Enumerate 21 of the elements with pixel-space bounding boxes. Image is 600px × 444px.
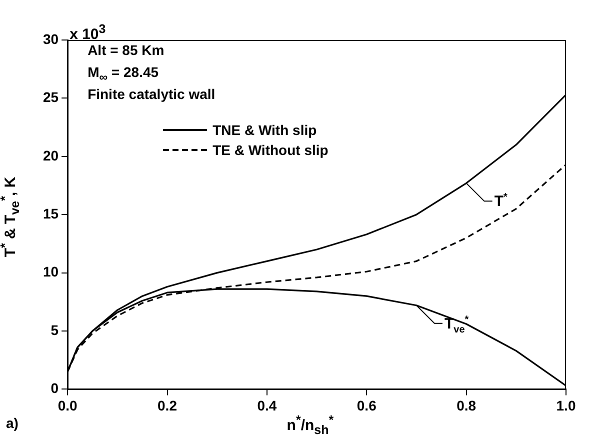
y-tick-label: 30 (42, 30, 59, 47)
annotation: Finite catalytic wall (88, 86, 216, 102)
x-tick-label: 1.0 (556, 397, 576, 414)
annotation: Alt = 85 Km (88, 42, 164, 58)
legend-label: TE & Without slip (212, 142, 328, 158)
y-tick-label: 15 (42, 205, 59, 222)
y-tick-label: 20 (42, 147, 59, 164)
y-tick-label: 0 (50, 380, 59, 396)
y-tick-label: 25 (42, 89, 59, 106)
y-tick-label: 5 (50, 322, 59, 338)
annotation: T* (494, 192, 508, 210)
annotation: M$_{∞}$ = 28.45 (88, 64, 159, 84)
legend-label: TNE & With slip (212, 122, 317, 138)
x-tick-label: 0.6 (356, 397, 377, 414)
y-tick-label: 10 (42, 264, 59, 280)
x-tick-label: 0.2 (158, 397, 178, 414)
x-tick-label: 0.0 (58, 397, 78, 414)
x-tick-label: 0.8 (456, 397, 476, 414)
text: a) (6, 415, 18, 432)
annotation: x 10$^{3}$ (70, 22, 106, 43)
x-tick-label: 0.4 (257, 397, 277, 414)
